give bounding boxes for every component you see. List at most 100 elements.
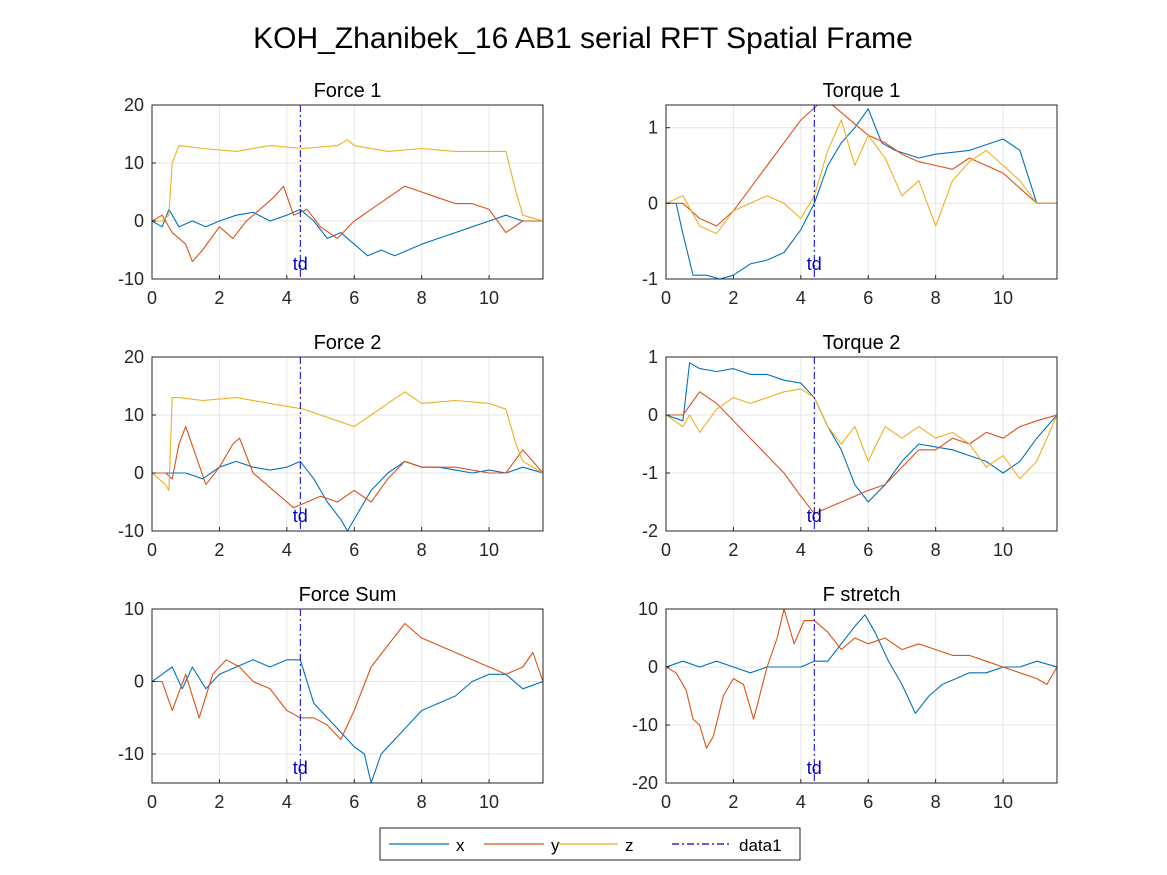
y-tick-label: 20 [124,95,144,115]
x-tick-label: 0 [147,540,157,560]
x-tick-label: 6 [349,540,359,560]
series-line-z [152,139,543,222]
x-tick-label: 2 [728,540,738,560]
x-tick-label: 10 [993,540,1013,560]
y-tick-label: 1 [648,118,658,138]
figure-title: KOH_Zhanibek_16 AB1 serial RFT Spatial F… [253,22,913,55]
x-tick-label: 4 [282,288,292,308]
y-tick-label: 10 [124,599,144,619]
y-tick-label: 0 [134,463,144,483]
y-tick-label: 0 [134,211,144,231]
legend-label-y: y [551,836,560,855]
x-tick-label: 4 [796,540,806,560]
axes-frame [151,608,544,784]
y-tick-label: 0 [648,405,658,425]
x-tick-label: 10 [993,792,1013,812]
y-tick-label: -10 [118,521,144,541]
series-line-x [666,362,1057,503]
x-tick-label: 6 [863,792,873,812]
y-tick-label: -2 [642,521,658,541]
subplot-5: td 0 2 4 6 8 10 -10 0 10 Force Sum [118,584,544,812]
series-line-x [152,659,543,783]
x-tick-label: 10 [993,288,1013,308]
axes-border [151,356,544,532]
y-tick-label: 0 [648,193,658,213]
x-tick-label: 4 [282,540,292,560]
x-tick-label: 6 [349,792,359,812]
td-label: td [293,758,308,778]
y-tick-label: -1 [642,463,658,483]
axes-border [151,608,544,784]
y-tick-label: -1 [642,269,658,289]
series-group [152,622,543,783]
y-tick-label: -10 [118,744,144,764]
axes-border [151,104,544,280]
x-tick-label: 4 [796,288,806,308]
x-tick-label: 6 [349,288,359,308]
x-tick-label: 0 [147,288,157,308]
legend: x y z data1 [379,827,801,861]
subplot-6: td 0 2 4 6 8 10 -20 -10 0 10 F stretch [632,584,1058,812]
x-tick-label: 2 [214,288,224,308]
x-tick-label: 10 [479,288,499,308]
legend-label-z: z [625,836,634,855]
subplot-4: td 0 2 4 6 8 10 -2 -1 0 1 Torque 2 [642,332,1058,560]
y-tick-label: 0 [134,672,144,692]
subplot-title: Force 1 [314,80,382,102]
td-label: td [293,254,308,274]
td-label: td [807,758,822,778]
x-tick-label: 2 [728,288,738,308]
x-tick-label: 0 [661,540,671,560]
series-line-y [666,391,1057,515]
axes-frame [151,356,544,532]
series-line-x [666,108,1057,279]
y-tick-label: 1 [648,347,658,367]
series-group [666,362,1057,515]
x-tick-label: 8 [417,792,427,812]
x-tick-label: 2 [214,540,224,560]
x-tick-label: 8 [417,540,427,560]
legend-label-x: x [456,836,465,855]
y-tick-label: -20 [632,773,658,793]
y-tick-label: -10 [632,715,658,735]
axes-frame [665,608,1058,784]
x-tick-label: 2 [214,792,224,812]
td-label: td [807,254,822,274]
y-tick-label: 20 [124,347,144,367]
subplot-title: F stretch [823,584,901,606]
axes-frame [665,104,1058,280]
x-tick-label: 8 [931,540,941,560]
series-line-z [152,391,543,491]
series-line-y [152,185,543,263]
series-line-z [666,388,1057,480]
axes-border [665,356,1058,532]
subplot-title: Force Sum [299,584,397,606]
subplot-title: Force 2 [314,332,382,354]
x-tick-label: 8 [931,792,941,812]
td-label: td [807,506,822,526]
series-group [152,391,543,531]
x-tick-label: 0 [147,792,157,812]
series-line-y [152,622,543,741]
subplot-title: Torque 1 [823,80,901,102]
y-tick-label: 10 [124,153,144,173]
legend-label-data1: data1 [739,836,782,855]
series-group [666,105,1057,279]
axes-frame [151,104,544,280]
x-tick-label: 0 [661,792,671,812]
subplot-title: Torque 2 [823,332,901,354]
x-tick-label: 10 [479,792,499,812]
y-tick-label: 10 [638,599,658,619]
series-line-x [152,460,543,531]
series-line-z [666,119,1057,235]
series-line-y [152,426,543,509]
x-tick-label: 2 [728,792,738,812]
axes-border [665,104,1058,280]
y-tick-label: -10 [118,269,144,289]
x-tick-label: 8 [417,288,427,308]
y-tick-label: 10 [124,405,144,425]
